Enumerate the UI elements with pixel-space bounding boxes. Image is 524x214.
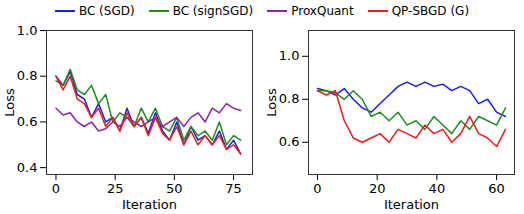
svg-text:25: 25 xyxy=(107,181,124,196)
svg-text:50: 50 xyxy=(166,181,183,196)
svg-text:0: 0 xyxy=(52,181,60,196)
svg-text:1.0: 1.0 xyxy=(279,48,300,63)
svg-text:Iteration: Iteration xyxy=(122,197,177,212)
svg-text:40: 40 xyxy=(429,181,446,196)
html-text:BC (SGD): BC (SGD) xyxy=(78,4,135,18)
svg-text:Loss: Loss xyxy=(264,88,279,117)
svg-text:75: 75 xyxy=(225,181,242,196)
svg-text:Iteration: Iteration xyxy=(384,197,439,212)
svg-text:60: 60 xyxy=(488,181,505,196)
svg-text:0.4: 0.4 xyxy=(17,160,38,175)
svg-text:20: 20 xyxy=(369,181,386,196)
svg-text:0: 0 xyxy=(313,181,321,196)
svg-text:0.6: 0.6 xyxy=(17,114,38,129)
svg-text:0.8: 0.8 xyxy=(17,68,38,83)
svg-text:1.0: 1.0 xyxy=(17,23,38,38)
html-text:QP-SBGD (G): QP-SBGD (G) xyxy=(391,4,470,18)
svg-text:Loss: Loss xyxy=(2,88,17,117)
html-text:ProxQuant: ProxQuant xyxy=(291,4,354,18)
html-text:BC (signSGD): BC (signSGD) xyxy=(172,4,254,18)
svg-text:0.8: 0.8 xyxy=(279,91,300,106)
svg-text:0.6: 0.6 xyxy=(279,134,300,149)
